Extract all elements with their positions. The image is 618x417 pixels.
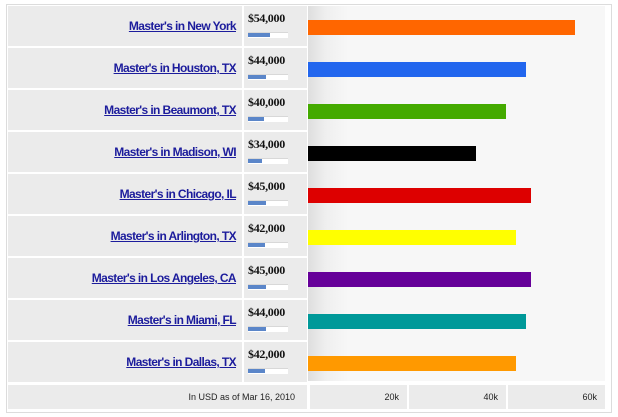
bar [308,62,526,77]
bar [308,188,531,203]
bar [308,272,531,287]
x-tick-label: 60k [508,385,605,409]
mini-bar-fill [248,369,265,373]
table-row: Master's in Chicago, IL $45,000 [8,174,609,214]
row-label-cell: Master's in New York [8,6,242,46]
category-link[interactable]: Master's in New York [128,19,237,33]
row-label-cell: Master's in Miami, FL [8,300,242,340]
row-value-cell: $44,000 [244,48,307,88]
mini-bar-track [248,284,288,290]
bar [308,314,526,329]
table-row: Master's in Dallas, TX $42,000 [8,342,609,382]
mini-bar-track [248,368,288,374]
table-row: Master's in Miami, FL $44,000 [8,300,609,340]
bar [308,20,575,35]
row-label-cell: Master's in Arlington, TX [8,216,242,256]
category-link[interactable]: Master's in Houston, TX [113,61,237,75]
mini-bar-fill [248,285,266,289]
row-value-cell: $54,000 [244,6,307,46]
mini-bar-track [248,200,288,206]
data-label: $34,000 [248,137,285,151]
category-link[interactable]: Master's in Arlington, TX [110,229,237,243]
mini-bar-fill [248,243,265,247]
row-value-cell: $34,000 [244,132,307,172]
row-label-cell: Master's in Dallas, TX [8,342,242,382]
mini-bar-fill [248,201,266,205]
bar [308,104,506,119]
row-value-cell: $45,000 [244,174,307,214]
mini-bar-fill [248,159,262,163]
category-link[interactable]: Master's in Los Angeles, CA [91,271,237,285]
mini-bar-track [248,74,288,80]
mini-bar-fill [248,327,266,331]
mini-bar-track [248,326,288,332]
data-label: $44,000 [248,53,285,67]
row-label-cell: Master's in Madison, WI [8,132,242,172]
bar [308,230,516,245]
table-row: Master's in Arlington, TX $42,000 [8,216,609,256]
x-tick-label: 40k [409,385,506,409]
row-value-cell: $44,000 [244,300,307,340]
data-label: $54,000 [248,11,285,25]
table-row: Master's in Los Angeles, CA $45,000 [8,258,609,298]
bar [308,146,476,161]
table-row: Master's in New York $54,000 [8,6,609,46]
mini-bar-fill [248,75,266,79]
category-link[interactable]: Master's in Beaumont, TX [104,103,236,117]
category-link[interactable]: Master's in Miami, FL [127,313,237,327]
data-label: $40,000 [248,95,285,109]
row-value-cell: $42,000 [244,216,307,256]
row-label-cell: Master's in Chicago, IL [8,174,242,214]
data-label: $45,000 [248,263,285,277]
mini-bar-track [248,242,288,248]
row-label-cell: Master's in Houston, TX [8,48,242,88]
data-label: $45,000 [248,179,285,193]
mini-bar-fill [248,117,264,121]
mini-bar-track [248,158,288,164]
table-row: Master's in Beaumont, TX $40,000 [8,90,609,130]
category-link[interactable]: Master's in Chicago, IL [119,187,237,201]
data-label: $42,000 [248,347,285,361]
mini-bar-track [248,116,288,122]
row-label-cell: Master's in Los Angeles, CA [8,258,242,298]
row-value-cell: $45,000 [244,258,307,298]
mini-bar-fill [248,33,270,37]
data-label: $42,000 [248,221,285,235]
row-value-cell: $40,000 [244,90,307,130]
table-row: Master's in Madison, WI $34,000 [8,132,609,172]
category-link[interactable]: Master's in Dallas, TX [126,355,236,369]
row-value-cell: $42,000 [244,342,307,382]
table-row: Master's in Houston, TX $44,000 [8,48,609,88]
footer-row: In USD as of Mar 16, 2010 20k 40k 60k [8,385,609,409]
bar [308,356,516,371]
x-tick-label: 20k [310,385,407,409]
row-label-cell: Master's in Beaumont, TX [8,90,242,130]
mini-bar-track [248,32,288,38]
footer-note: In USD as of Mar 16, 2010 [8,385,307,409]
category-link[interactable]: Master's in Madison, WI [114,145,236,159]
data-label: $44,000 [248,305,285,319]
